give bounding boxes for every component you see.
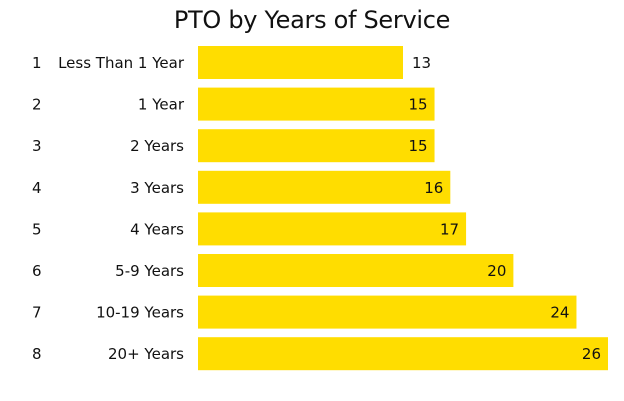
- category-label: 20+ Years: [108, 345, 184, 363]
- value-label: 16: [424, 179, 443, 197]
- category-label: 5-9 Years: [115, 262, 184, 280]
- row-number: 2: [32, 96, 42, 114]
- row-number: 8: [32, 345, 42, 363]
- row-number: 4: [32, 179, 42, 197]
- bar: [198, 254, 514, 287]
- category-label: 1 Year: [138, 96, 185, 114]
- bar: [198, 170, 451, 204]
- bar: [198, 337, 608, 371]
- value-label: 17: [440, 220, 459, 238]
- value-label: 26: [582, 345, 601, 363]
- row-number: 1: [32, 54, 42, 72]
- row-number: 5: [32, 220, 42, 238]
- value-label: 20: [487, 262, 506, 280]
- bar: [198, 212, 467, 246]
- category-label: 2 Years: [130, 137, 184, 155]
- category-label: Less Than 1 Year: [58, 54, 185, 72]
- value-label: 15: [408, 137, 427, 155]
- value-label: 15: [408, 96, 427, 114]
- value-label: 13: [412, 54, 431, 72]
- category-label: 10-19 Years: [96, 304, 184, 322]
- value-label: 24: [550, 304, 569, 322]
- bar: [198, 87, 435, 121]
- bar: [198, 46, 403, 79]
- chart-title: PTO by Years of Service: [173, 6, 451, 34]
- category-label: 4 Years: [130, 220, 184, 238]
- row-number: 3: [32, 137, 42, 155]
- row-number: 7: [32, 304, 42, 322]
- bar: [198, 295, 577, 329]
- row-number: 6: [32, 262, 42, 280]
- bar: [198, 129, 435, 163]
- category-label: 3 Years: [130, 179, 184, 197]
